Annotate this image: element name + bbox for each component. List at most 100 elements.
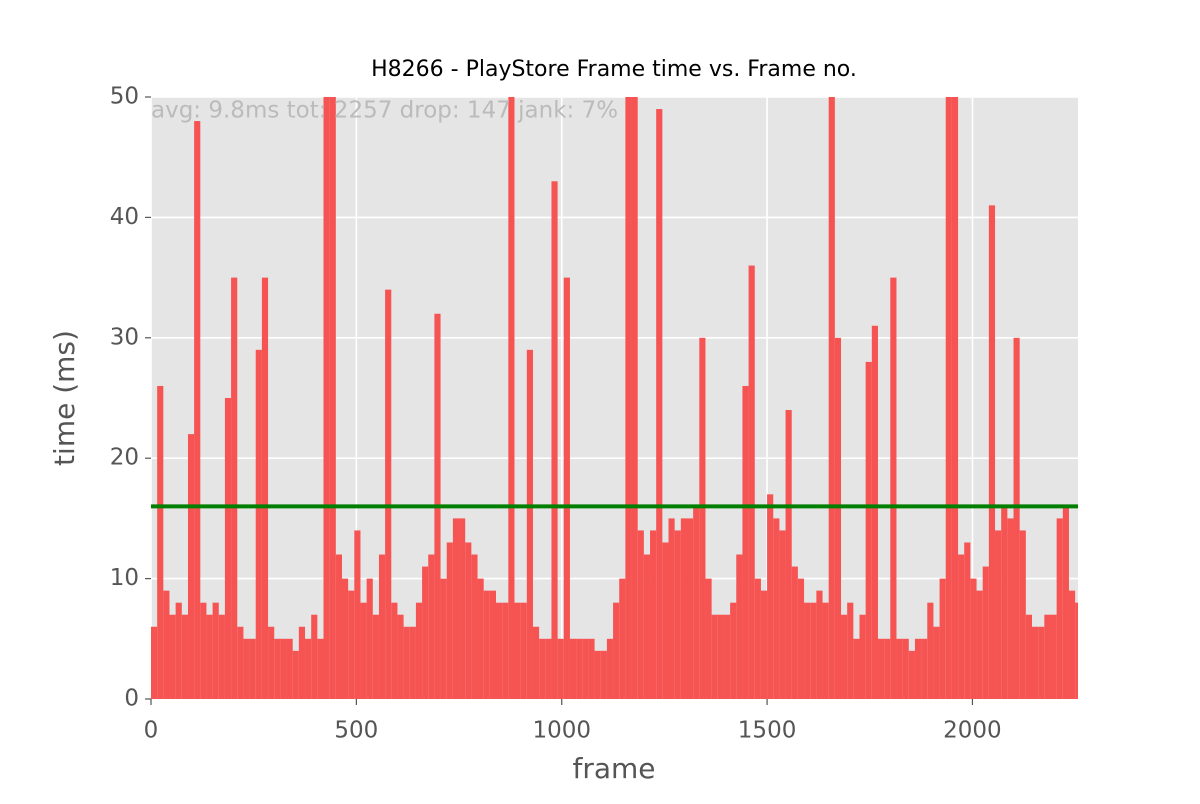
x-tick-label: 1000: [532, 718, 591, 744]
bar: [600, 650, 607, 699]
bar: [397, 614, 404, 699]
bar: [459, 518, 466, 699]
bar: [508, 97, 515, 699]
bar: [415, 602, 423, 699]
bar: [563, 277, 570, 699]
bar: [804, 602, 811, 699]
y-axis-label: time (ms): [48, 330, 81, 466]
bar: [539, 638, 546, 699]
bar: [816, 590, 823, 699]
bar: [194, 121, 201, 699]
bar: [841, 614, 848, 699]
bar: [440, 578, 447, 699]
annotation: avg: 9.8ms tot: 2257 drop: 147 jank: 7%: [151, 98, 618, 124]
bars: [151, 97, 1078, 700]
bar: [970, 578, 977, 699]
bar: [643, 554, 651, 699]
x-tick-label: 0: [144, 718, 159, 744]
bar: [169, 614, 176, 699]
bar: [976, 590, 983, 699]
bar: [1075, 602, 1078, 699]
bar: [224, 398, 232, 699]
bar: [496, 602, 503, 699]
bar: [680, 518, 687, 699]
bar: [995, 530, 1002, 699]
bar: [360, 602, 367, 699]
bar: [588, 638, 595, 699]
bar: [723, 614, 731, 699]
bar: [274, 638, 281, 699]
bar: [964, 542, 971, 699]
y-tick-label: 10: [110, 565, 139, 591]
bar: [767, 494, 774, 699]
bar: [1044, 614, 1051, 699]
bar: [877, 638, 885, 699]
x-tick-label: 500: [334, 718, 378, 744]
x-tick-label: 2000: [943, 718, 1002, 744]
bar: [791, 566, 798, 699]
bar: [705, 578, 712, 699]
bar: [773, 518, 780, 699]
bar: [1056, 518, 1063, 699]
bar: [409, 626, 416, 699]
bar: [385, 289, 392, 699]
bar: [939, 578, 946, 699]
bar: [933, 626, 940, 699]
bar: [261, 277, 269, 699]
bar: [853, 638, 860, 699]
bar: [1062, 506, 1069, 699]
bar: [452, 518, 460, 699]
bar: [711, 614, 718, 699]
bar: [871, 325, 878, 699]
bar: [391, 602, 398, 699]
bar: [163, 590, 170, 699]
bar: [446, 542, 453, 699]
x-axis-label: frame: [572, 752, 655, 785]
bar: [914, 638, 922, 699]
bar: [865, 361, 872, 699]
bar: [921, 638, 928, 699]
bar: [945, 97, 952, 699]
bar: [982, 566, 989, 699]
bar: [526, 349, 533, 699]
x-tick-label: 1500: [738, 718, 797, 744]
bar: [631, 97, 638, 699]
bar: [1068, 590, 1076, 699]
bar: [619, 578, 626, 699]
bar: [323, 97, 330, 699]
bar: [348, 590, 355, 699]
bar: [686, 518, 694, 699]
bar: [859, 614, 866, 699]
bar: [477, 578, 484, 699]
bar: [471, 554, 478, 699]
bar: [280, 638, 287, 699]
bar: [329, 97, 336, 699]
y-tick-label: 0: [124, 686, 139, 712]
bar: [1007, 518, 1014, 699]
bar: [403, 626, 410, 699]
bar: [1050, 614, 1057, 699]
bar: [237, 626, 244, 699]
bar: [378, 554, 386, 699]
bar: [206, 614, 213, 699]
bar: [465, 542, 472, 699]
bar: [896, 638, 903, 699]
bar: [218, 614, 225, 699]
bar: [317, 638, 324, 699]
bar: [779, 530, 786, 699]
bar: [372, 614, 379, 699]
bar: [884, 638, 891, 699]
bar: [828, 97, 835, 699]
bar: [834, 337, 842, 699]
bar: [902, 638, 909, 699]
bar: [520, 602, 527, 699]
bar: [742, 385, 749, 699]
bar: [305, 638, 312, 699]
bar: [810, 602, 817, 699]
bar: [785, 410, 792, 699]
bar: [582, 638, 589, 699]
bar: [200, 602, 207, 699]
bar: [292, 650, 299, 699]
bar: [311, 614, 318, 699]
